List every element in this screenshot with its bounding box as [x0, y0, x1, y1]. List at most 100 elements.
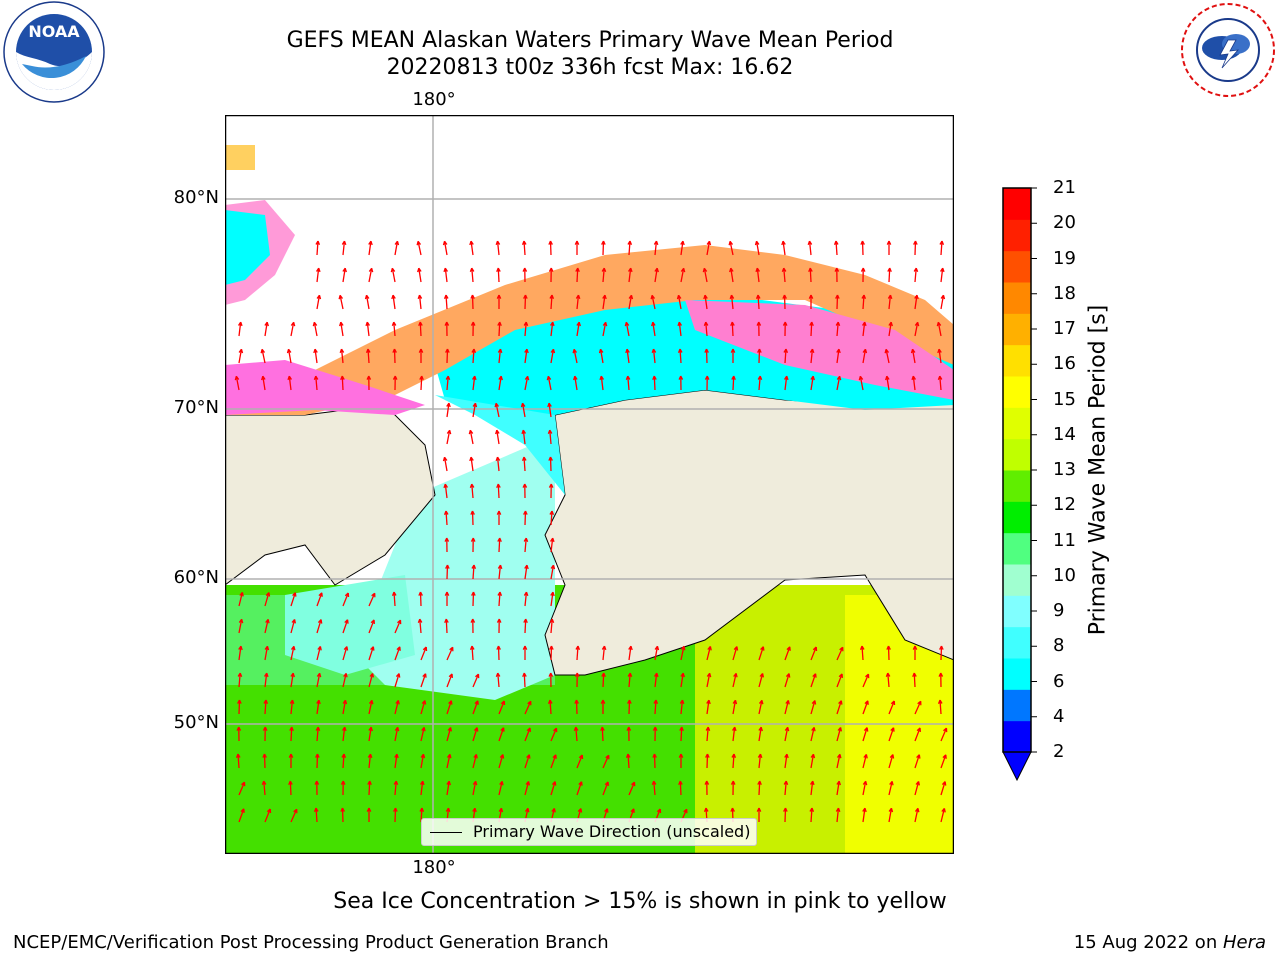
wave-arrow: [809, 267, 812, 283]
lon-label-bottom: 180°: [412, 857, 456, 878]
wave-arrow: [420, 375, 423, 391]
wave-arrow-head: [838, 348, 841, 354]
colorbar-tick-label: 2: [1053, 741, 1065, 762]
wave-arrow-head: [678, 321, 683, 326]
wave-arrow-head: [940, 672, 944, 677]
wave-arrow: [836, 376, 841, 391]
wave-period-map: [225, 115, 954, 854]
wave-arrow: [914, 267, 917, 283]
wave-arrow: [732, 375, 735, 391]
wave-arrow-head: [630, 267, 633, 273]
colorbar-tick-label: 12: [1053, 494, 1076, 516]
wave-arrow-head: [603, 645, 607, 651]
wave-arrow-head: [397, 700, 400, 705]
wave-arrow-head: [470, 456, 474, 461]
wave-arrow: [782, 241, 786, 256]
wave-arrow: [628, 781, 636, 796]
wave-arrow-head: [525, 321, 529, 327]
wave-arrow-head: [784, 321, 788, 326]
wave-arrow: [574, 376, 578, 391]
wave-arrow: [472, 348, 475, 364]
wave-arrow-head: [344, 700, 348, 705]
wave-arrow-head: [499, 321, 502, 326]
wave-arrow: [290, 808, 298, 823]
wave-arrow: [524, 376, 529, 391]
wave-arrow: [576, 295, 580, 310]
wave-arrow: [704, 295, 708, 310]
wave-arrow-head: [549, 699, 553, 704]
wave-arrow: [444, 484, 448, 499]
wave-arrow-head: [655, 699, 659, 704]
wave-arrow-head: [914, 240, 918, 245]
wave-arrow-head: [502, 754, 505, 759]
wave-arrow-head: [240, 645, 243, 651]
wave-arrow: [471, 267, 474, 283]
wave-arrow: [888, 267, 891, 283]
wave-arrow: [602, 267, 605, 283]
wave-arrow-head: [549, 240, 553, 245]
wave-arrow: [600, 376, 604, 391]
wave-arrow-head: [576, 672, 580, 677]
wave-arrow-head: [705, 348, 709, 353]
wave-arrow: [939, 699, 942, 715]
wave-arrow: [679, 780, 682, 796]
wave-arrow: [496, 430, 500, 445]
wave-arrow: [342, 753, 345, 769]
wave-arrow: [550, 565, 555, 580]
wave-arrow: [911, 349, 916, 364]
wave-arrow-head: [473, 348, 477, 353]
wave-arrow: [550, 592, 554, 607]
wave-arrow: [368, 673, 374, 688]
wave-arrow-head: [759, 375, 763, 381]
wave-arrow: [235, 376, 240, 391]
wave-arrow: [394, 727, 399, 742]
wave-arrow-head: [474, 375, 477, 381]
chart-subtitle-run-info: 20220813 t00z 336h fcst Max: 16.62: [386, 55, 794, 80]
wave-arrow: [836, 808, 840, 823]
wave-arrow: [602, 672, 605, 688]
wave-arrow: [654, 673, 658, 688]
wave-arrow-head: [240, 321, 243, 327]
wave-arrow-head: [759, 780, 762, 785]
wave-arrow-head: [395, 780, 399, 786]
colorbar-tick-label: 16: [1053, 353, 1076, 375]
colorbar-tick-label: 20: [1053, 212, 1076, 234]
wave-arrow-head: [319, 646, 322, 651]
colorbar-tick-label: 6: [1053, 670, 1065, 692]
wave-arrow-head: [811, 321, 814, 326]
wave-arrow-head: [783, 294, 787, 299]
wave-arrow: [524, 565, 528, 580]
wave-arrow: [784, 780, 787, 796]
wave-arrow-head: [239, 672, 243, 678]
wave-arrow-head: [293, 322, 296, 327]
wave-arrow-head: [707, 726, 711, 732]
wave-arrow-head: [604, 294, 607, 300]
wave-arrow: [261, 349, 266, 364]
wave-arrow-head: [444, 240, 448, 245]
wave-arrow-head: [524, 510, 528, 515]
wave-arrow-head: [417, 240, 422, 245]
sea-ice-note: Sea Ice Concentration > 15% is shown in …: [333, 889, 947, 914]
noaa-logo-icon: NOAA: [3, 1, 105, 103]
wave-arrow-head: [293, 619, 297, 624]
wave-arrow-head: [421, 375, 424, 380]
wave-arrow-head: [523, 672, 527, 677]
wave-arrow-head: [761, 673, 765, 678]
wave-arrow-head: [342, 780, 346, 785]
wave-arrow: [705, 321, 708, 337]
wave-arrow: [550, 349, 555, 364]
wave-arrow-head: [394, 375, 398, 380]
wave-arrow-head: [396, 241, 400, 246]
colorbar-swatch: [1003, 689, 1031, 722]
wave-arrow: [498, 376, 502, 391]
wave-arrow: [238, 592, 244, 607]
lat-label-50n: 50°N: [173, 712, 219, 733]
wave-arrow: [575, 726, 578, 742]
wave-arrow-head: [495, 402, 500, 407]
wave-arrow-head: [837, 807, 841, 813]
wave-arrow: [446, 403, 450, 418]
wave-arrow-head: [761, 700, 764, 705]
lat-label-70n: 70°N: [173, 397, 219, 418]
wave-arrow: [810, 673, 817, 688]
map-frame: [225, 115, 954, 854]
